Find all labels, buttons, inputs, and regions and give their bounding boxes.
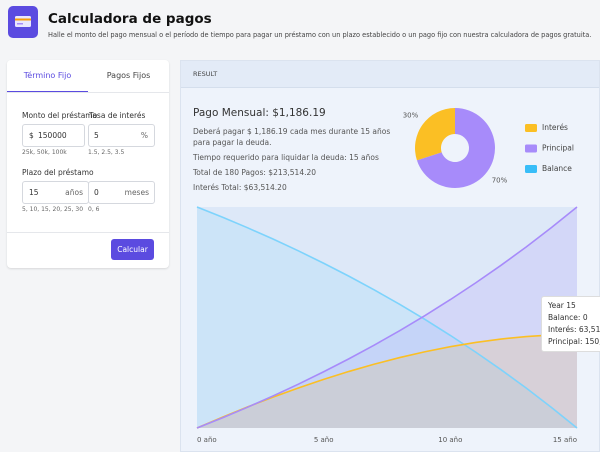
pie-slice <box>416 108 495 189</box>
legend-label: Balance <box>542 164 572 173</box>
area-fill <box>197 334 577 428</box>
pie-label: 70% <box>492 176 508 184</box>
tooltip-line: Principal: 150,000 <box>548 337 600 346</box>
legend-swatch <box>525 144 537 153</box>
legend-label: Interés <box>542 123 568 132</box>
input-value: 5 <box>94 131 99 140</box>
input-value: 150000 <box>38 131 67 140</box>
tooltip-title: Year 15 <box>548 301 576 310</box>
page-subtitle: Halle el monto del pago mensual o el per… <box>48 31 592 39</box>
result-header-text: RESULT <box>193 70 218 78</box>
tab[interactable]: Término Fijo <box>7 60 88 92</box>
result-panel: RESULT Pago Mensual: $1,186.19 Deberá pa… <box>180 60 600 452</box>
amount-input[interactable]: $ 150000 <box>22 124 85 147</box>
x-tick-label: 0 año <box>197 436 217 444</box>
tab[interactable]: Pagos Fijos <box>106 71 151 80</box>
calculate-button[interactable]: Calcular <box>111 239 154 260</box>
pie-slice <box>415 108 455 161</box>
hint: 1.5, 2.5, 3.5 <box>88 149 125 156</box>
series-line <box>196 206 578 429</box>
years-input[interactable]: 15 años <box>22 181 89 204</box>
page-title: Calculadora de pagos <box>48 11 212 27</box>
x-tick-label: 5 año <box>314 436 334 444</box>
plot-area <box>197 207 577 428</box>
legend-swatch <box>525 165 537 173</box>
legend-label: Principal <box>542 144 574 153</box>
result-line: Interés Total: $63,514.20 <box>193 183 287 192</box>
hint: 0, 6 <box>88 206 100 213</box>
area-fill <box>197 207 577 428</box>
tooltip-line: Balance: 0 <box>548 313 588 322</box>
legend-swatch <box>525 124 537 132</box>
tooltip: Year 15 Balance: 0 Interés: 63,514 Princ… <box>541 296 600 352</box>
input-value: 15 <box>29 188 39 197</box>
tooltip-line: Interés: 63,514 <box>548 325 600 334</box>
hint: 5, 10, 15, 20, 25, 30 <box>22 206 84 213</box>
input-value: 0 <box>94 188 99 197</box>
prefix: $ <box>29 131 34 140</box>
unit: meses <box>124 188 149 197</box>
divider <box>7 232 169 233</box>
app-icon <box>8 6 38 38</box>
result-line: para pagar la deuda. <box>193 138 272 147</box>
field-label: Plazo del préstamo <box>22 168 94 177</box>
rate-input[interactable]: 5 % <box>88 124 155 147</box>
divider <box>7 92 169 93</box>
charts: 30% Interés 70% Principal Balance 0 año 5 año 1… <box>196 108 578 444</box>
result-header <box>181 61 599 88</box>
result-line: Deberá pagar $ 1,186.19 cada mes durante… <box>193 127 391 136</box>
field-label: Tasa de interés <box>89 111 146 120</box>
result-line: Tiempo requerido para liquidar la deuda:… <box>193 153 379 162</box>
series-line <box>196 206 578 429</box>
months-input[interactable]: 0 meses <box>88 181 155 204</box>
hint: 25k, 50k, 100k <box>22 149 67 156</box>
x-tick-label: 10 año <box>438 436 462 444</box>
monthly-payment: Pago Mensual: $1,186.19 <box>193 107 326 119</box>
suffix: % <box>140 131 148 140</box>
result-line: Total de 180 Pagos: $213,514.20 <box>193 168 317 177</box>
form-card: Término Fijo Pagos Fijos Monto del prést… <box>7 60 169 268</box>
pie-label: 30% <box>403 112 419 120</box>
unit: años <box>65 188 83 197</box>
x-tick-label: 15 año <box>553 436 577 444</box>
area-fill <box>197 207 577 428</box>
field-label: Monto del préstamo <box>22 111 98 120</box>
